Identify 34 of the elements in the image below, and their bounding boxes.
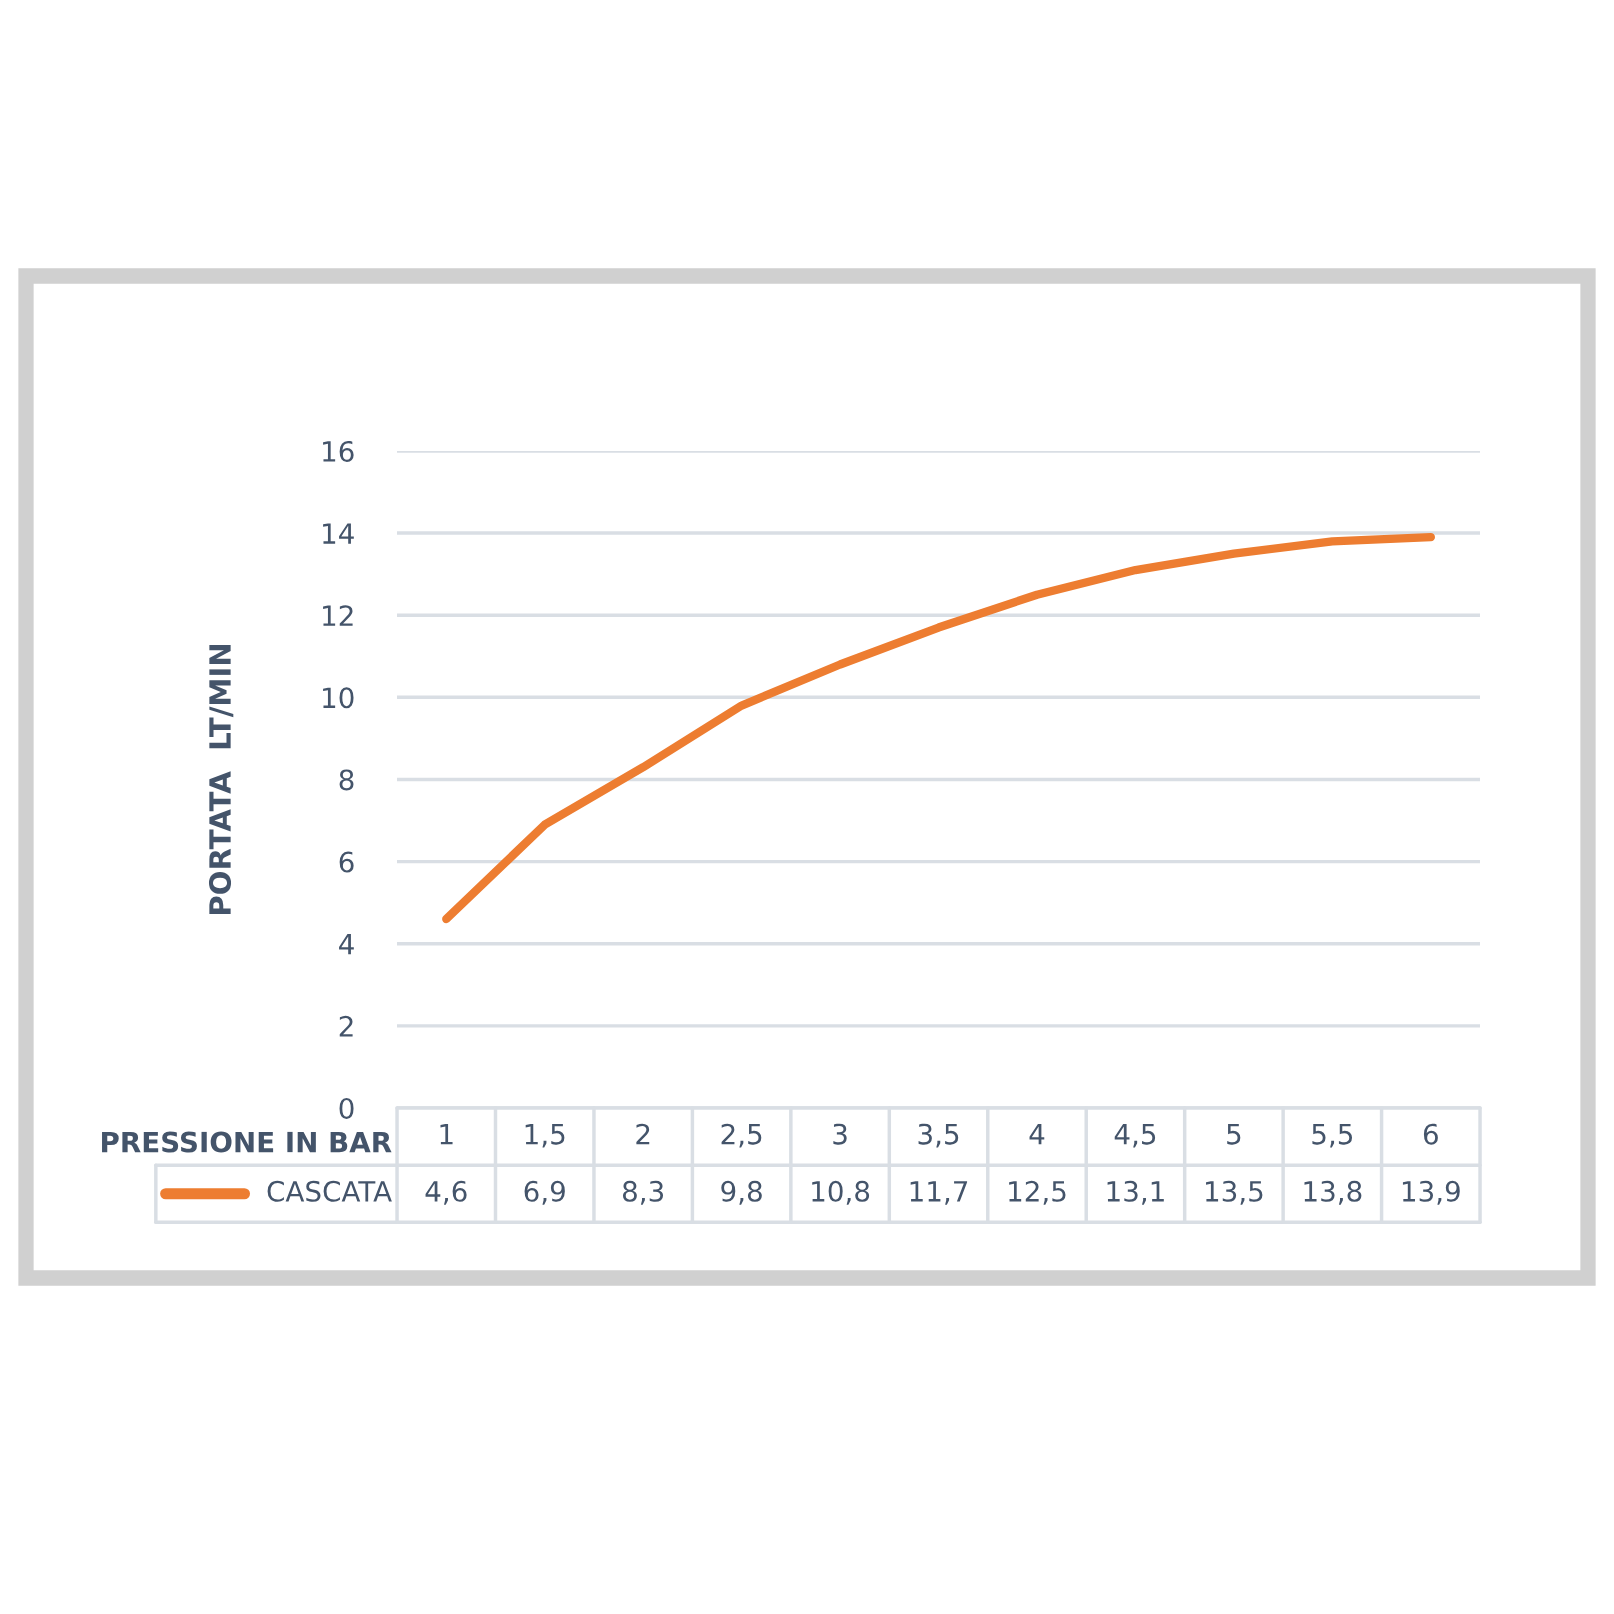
y-axis-title: PORTATA LT/MIN bbox=[208, 644, 234, 914]
y-tick-label: 4 bbox=[339, 934, 354, 955]
y-tick-label: 0 bbox=[339, 1097, 354, 1119]
y-tick-label: 16 bbox=[323, 440, 354, 462]
x-tick-label: 1,5 bbox=[525, 1124, 565, 1148]
x-tick-label: 1 bbox=[440, 1124, 453, 1145]
data-label: 4,6 bbox=[425, 1180, 467, 1205]
y-tick-label: 2 bbox=[339, 1015, 353, 1037]
x-tick-label: 5,5 bbox=[1312, 1124, 1353, 1148]
data-label: 13,5 bbox=[1206, 1180, 1263, 1205]
data-label: 13,1 bbox=[1107, 1180, 1164, 1205]
x-tick-label: 6 bbox=[1423, 1123, 1438, 1145]
y-tick-label: 10 bbox=[323, 687, 354, 709]
data-label: 11,7 bbox=[910, 1181, 968, 1205]
x-tick-label: 4,5 bbox=[1114, 1124, 1156, 1148]
x-tick-label: 4 bbox=[1029, 1124, 1045, 1145]
y-tick-label: 8 bbox=[339, 769, 354, 791]
x-tick-label: 2,5 bbox=[721, 1123, 762, 1148]
data-label: 12,5 bbox=[1009, 1180, 1066, 1205]
x-tick-label: 5 bbox=[1227, 1124, 1241, 1145]
data-label: 8,3 bbox=[622, 1180, 664, 1205]
x-tick-label: 3 bbox=[833, 1123, 847, 1145]
legend-label: CASCATA bbox=[267, 1180, 392, 1202]
y-tick-label: 14 bbox=[323, 523, 354, 544]
x-tick-label: 3,5 bbox=[918, 1123, 959, 1148]
data-label: 9,8 bbox=[721, 1180, 762, 1205]
y-tick-label: 12 bbox=[323, 605, 353, 626]
data-label: 13,9 bbox=[1402, 1180, 1460, 1205]
x-axis-title: PRESSIONE IN BAR bbox=[102, 1131, 392, 1153]
y-tick-label: 6 bbox=[339, 851, 354, 873]
data-label: 10,8 bbox=[812, 1180, 870, 1205]
data-label: 13,8 bbox=[1304, 1180, 1362, 1205]
x-tick-label: 2 bbox=[636, 1123, 650, 1145]
data-label: 6,9 bbox=[524, 1180, 565, 1205]
